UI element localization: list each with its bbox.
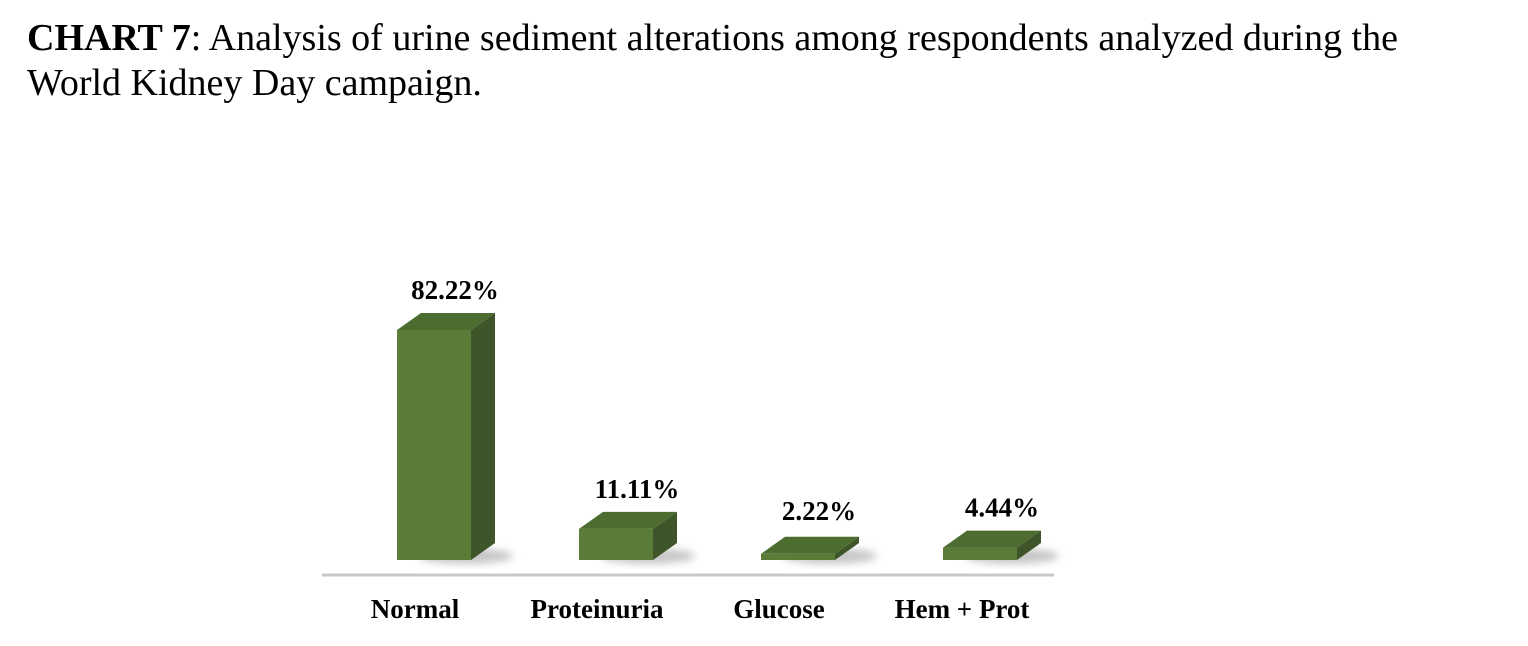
bar-value-label: 11.11%	[595, 474, 680, 504]
bar-side-face	[1017, 530, 1041, 560]
bars-group	[397, 313, 1041, 560]
category-label: Glucose	[733, 594, 825, 624]
bar-top-face	[761, 536, 859, 554]
bar-top-face	[579, 511, 677, 529]
chart-caption: CHART 7: Analysis of urine sediment alte…	[27, 16, 1467, 106]
category-label: Hem + Prot	[895, 594, 1030, 624]
caption-label: CHART 7	[27, 17, 191, 59]
bar-proteinuria	[579, 511, 677, 560]
bar-glucose	[761, 536, 859, 560]
bar-value-label: 2.22%	[782, 496, 856, 526]
bar-front-face	[397, 330, 471, 560]
bar-value-label: 82.22%	[411, 275, 499, 305]
bar-front-face	[579, 528, 653, 560]
bar-top-face	[943, 530, 1041, 548]
value-labels: 82.22% 11.11% 2.22% 4.44%	[411, 275, 1039, 526]
category-label: Proteinuria	[531, 594, 664, 624]
caption-text: : Analysis of urine sediment alterations…	[27, 17, 1398, 104]
bar-top-face	[397, 313, 495, 330]
bar-normal	[397, 313, 495, 560]
bar-front-face	[761, 553, 835, 560]
bar-hem-prot	[943, 530, 1041, 560]
bar-front-face	[943, 547, 1017, 560]
bar-side-face	[653, 511, 677, 560]
bar-side-face	[471, 313, 495, 560]
bar-side-face	[835, 536, 859, 560]
bar-value-label: 4.44%	[965, 493, 1039, 523]
category-label: Normal	[371, 594, 460, 624]
category-labels: Normal Proteinuria Glucose Hem + Prot	[371, 594, 1030, 624]
